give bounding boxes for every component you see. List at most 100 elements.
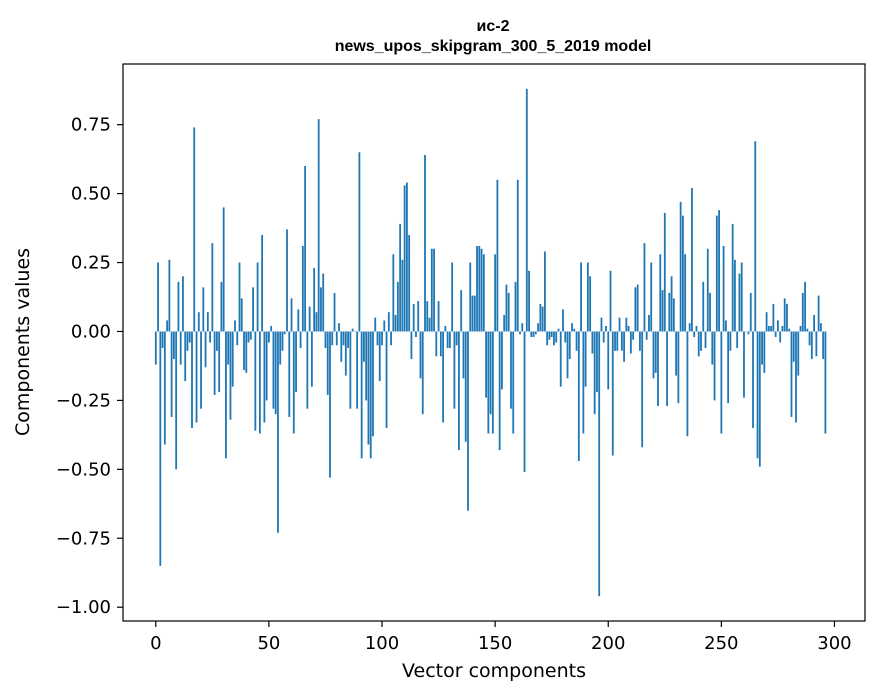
bar-32: [227, 331, 230, 365]
bar-185: [573, 328, 576, 332]
bar-221: [654, 331, 657, 373]
bar-120: [426, 301, 429, 332]
bar-253: [727, 331, 730, 404]
bar-61: [292, 331, 295, 434]
bar-58: [286, 229, 288, 332]
bar-108: [399, 223, 402, 332]
bar-207: [623, 331, 625, 362]
bar-89: [356, 331, 359, 409]
bar-49: [265, 331, 268, 401]
bar-272: [770, 325, 773, 332]
bar-209: [627, 325, 630, 332]
bar-263: [749, 292, 752, 332]
bar-45: [256, 262, 259, 332]
bar-291: [813, 314, 816, 332]
bar-24: [209, 331, 211, 343]
bar-217: [645, 331, 648, 340]
bar-134: [458, 331, 460, 451]
bar-186: [575, 331, 578, 351]
bar-93: [365, 331, 368, 401]
bar-233: [681, 215, 684, 332]
bar-129: [446, 331, 449, 349]
bar-192: [589, 276, 592, 332]
bar-80: [335, 331, 338, 346]
bar-216: [643, 243, 646, 332]
bar-268: [761, 331, 763, 365]
bar-130: [448, 331, 451, 349]
bar-106: [394, 314, 397, 332]
bar-211: [632, 331, 635, 340]
bar-228: [670, 276, 673, 332]
bar-2: [159, 331, 162, 566]
bar-271: [767, 325, 770, 332]
bar-48: [263, 331, 266, 423]
x-tick-label: 150: [478, 633, 512, 654]
bar-14: [186, 331, 189, 351]
bar-69: [310, 331, 313, 387]
bar-54: [277, 331, 279, 533]
bar-264: [752, 331, 754, 428]
bar-135: [460, 290, 463, 332]
bar-138: [467, 331, 469, 511]
bar-262: [747, 331, 750, 335]
bar-265: [754, 141, 757, 332]
bar-52: [272, 331, 275, 409]
bar-252: [724, 320, 727, 332]
bar-235: [686, 331, 689, 437]
bar-236: [688, 323, 691, 332]
bar-97: [374, 317, 377, 332]
bar-184: [571, 323, 573, 332]
bar-274: [774, 331, 777, 337]
bar-26: [213, 331, 216, 395]
x-tick-label: 50: [257, 633, 280, 654]
x-tick-label: 100: [365, 633, 399, 654]
bar-193: [591, 331, 594, 354]
bar-241: [700, 331, 702, 351]
bar-147: [487, 331, 490, 434]
bar-170: [539, 303, 542, 332]
bar-223: [659, 254, 662, 332]
bar-76: [326, 331, 329, 395]
y-axis-label: Components values: [12, 248, 34, 436]
bar-84: [344, 331, 347, 376]
bar-35: [234, 320, 236, 332]
bar-254: [729, 331, 732, 351]
bar-210: [629, 331, 632, 354]
bar-70: [313, 268, 316, 332]
bar-178: [557, 328, 560, 332]
bar-198: [602, 331, 605, 343]
bar-159: [514, 281, 517, 332]
bar-174: [548, 331, 551, 340]
bar-114: [412, 303, 415, 332]
bar-203: [614, 331, 616, 351]
bar-240: [697, 331, 700, 357]
bar-82: [340, 331, 343, 362]
bar-230: [675, 331, 678, 376]
bar-225: [663, 212, 666, 332]
bar-220: [652, 331, 655, 379]
bar-8: [172, 331, 175, 360]
bar-173: [546, 331, 549, 346]
bar-167: [532, 331, 535, 337]
bar-38: [240, 298, 243, 332]
bar-3: [161, 331, 164, 349]
bar-242: [702, 281, 705, 332]
bar-43: [252, 287, 254, 332]
bar-191: [586, 262, 589, 332]
bar-115: [415, 331, 417, 337]
bar-239: [695, 325, 698, 332]
bar-156: [507, 292, 510, 332]
bar-40: [245, 331, 248, 373]
bar-137: [464, 331, 467, 442]
bar-112: [408, 234, 411, 332]
bar-214: [639, 331, 641, 351]
bar-66: [304, 166, 307, 332]
bar-200: [607, 331, 610, 390]
bar-206: [620, 331, 623, 351]
bar-187: [577, 331, 580, 462]
bar-219: [650, 262, 653, 332]
y-tick-label: −1.00: [56, 597, 111, 618]
bar-141: [473, 295, 476, 332]
y-tick-label: −0.25: [56, 390, 111, 411]
